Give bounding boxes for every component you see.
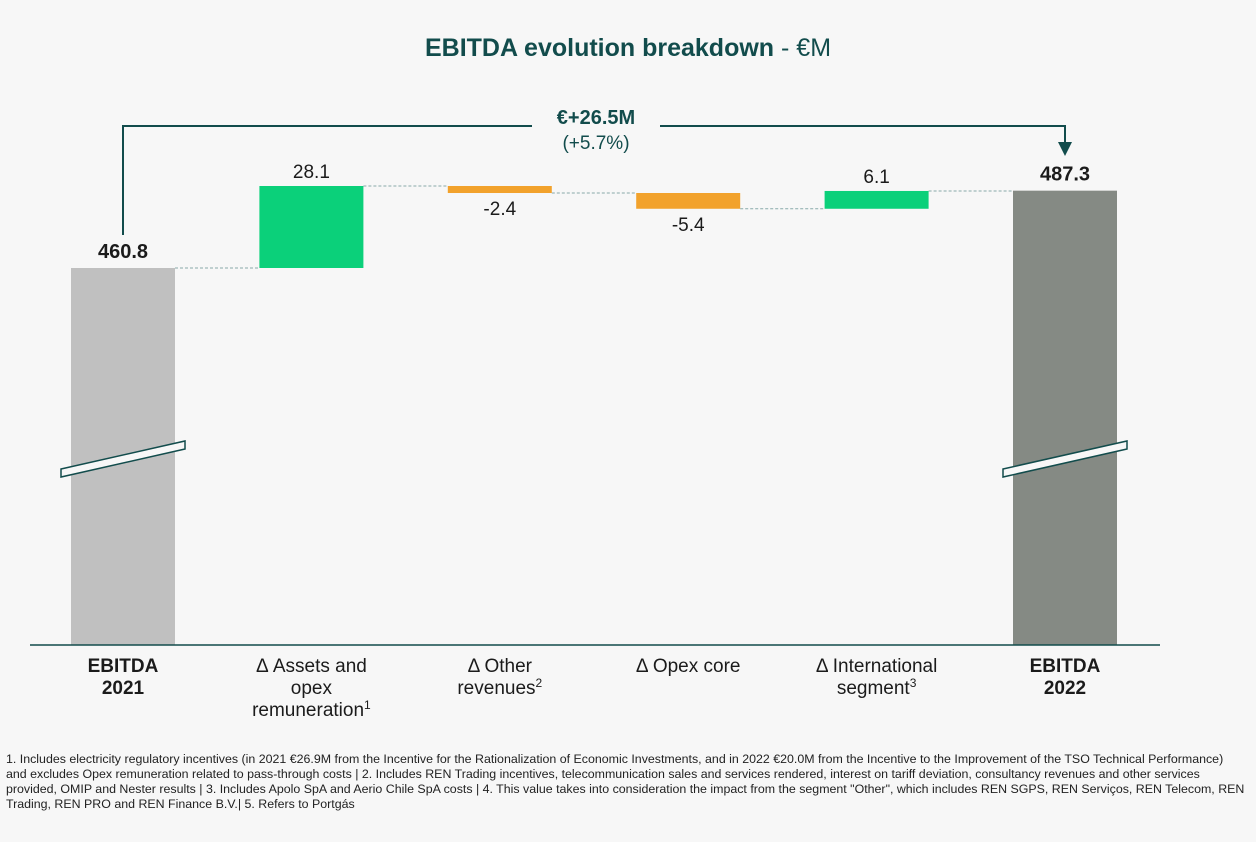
bar bbox=[1013, 190, 1117, 645]
bar bbox=[447, 186, 552, 194]
value-label: -5.4 bbox=[672, 215, 705, 236]
category-line: 2022 bbox=[1044, 678, 1086, 699]
arrow-head bbox=[1058, 142, 1072, 156]
category-line: remuneration bbox=[252, 700, 364, 721]
x-tick-label: Δ Opex core bbox=[636, 656, 741, 677]
title-suffix: - €M bbox=[781, 34, 831, 62]
x-tick-label: Δ Assets and opex remuneration1 bbox=[252, 656, 371, 721]
footnote: 1. Includes electricity regulatory incen… bbox=[6, 752, 1245, 811]
category-line: Δ Opex core bbox=[636, 656, 741, 677]
superscript: 2 bbox=[536, 676, 543, 690]
value-label: -2.4 bbox=[483, 199, 516, 220]
bracket bbox=[122, 125, 532, 235]
superscript: 3 bbox=[910, 676, 917, 690]
x-tick-label: EBITDA 2021 bbox=[88, 656, 159, 699]
title-main: EBITDA evolution breakdown bbox=[425, 34, 774, 62]
bracket bbox=[660, 125, 1066, 142]
category-line: Δ International bbox=[816, 656, 938, 677]
category-line: EBITDA bbox=[1030, 656, 1101, 677]
chart-title: EBITDA evolution breakdown - €M bbox=[425, 34, 831, 62]
value-label: 28.1 bbox=[293, 162, 330, 183]
superscript: 1 bbox=[364, 698, 371, 712]
category-line: Δ Other bbox=[468, 656, 533, 677]
category-line: revenues bbox=[457, 678, 535, 699]
category-line: Δ Assets and bbox=[256, 656, 367, 677]
category-line: segment bbox=[837, 678, 911, 699]
value-label: 6.1 bbox=[863, 167, 889, 188]
value-label: 460.8 bbox=[98, 241, 148, 263]
axis-break bbox=[1002, 440, 1128, 478]
x-tick-label: Δ International segment3 bbox=[816, 656, 938, 699]
annotation-text: €+26.5M bbox=[557, 107, 635, 129]
value-label: 487.3 bbox=[1040, 164, 1090, 186]
x-tick-label: Δ Other revenues2 bbox=[457, 656, 542, 699]
bar bbox=[824, 190, 929, 209]
bar bbox=[259, 186, 364, 268]
axis-break bbox=[60, 440, 186, 478]
category-line: EBITDA bbox=[88, 656, 159, 677]
category-line: 2021 bbox=[102, 678, 145, 699]
bar bbox=[636, 193, 741, 209]
x-tick-label: EBITDA 2022 bbox=[1030, 656, 1101, 699]
category-line: opex bbox=[291, 678, 333, 699]
annotation-subtext: (+5.7%) bbox=[562, 133, 629, 154]
chart: EBITDA evolution breakdown - €M €+26.5M … bbox=[30, 34, 1160, 721]
